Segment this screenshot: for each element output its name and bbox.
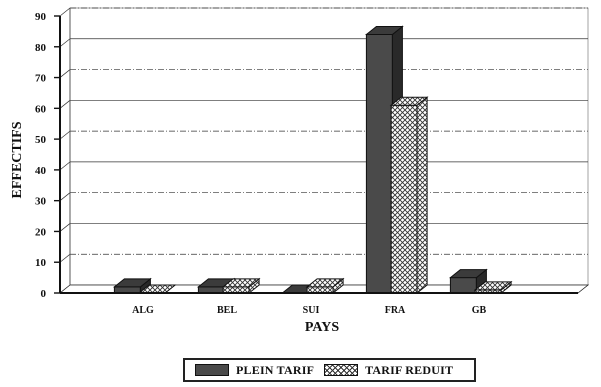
- bar-top: [112, 278, 152, 288]
- x-axis-title: PAYS: [305, 320, 339, 335]
- bar-side: [416, 96, 428, 295]
- legend-swatch-solid: [195, 364, 229, 376]
- y-tick-label: 50: [35, 134, 47, 146]
- gridlines: [59, 7, 589, 286]
- gridline-side: [59, 100, 71, 109]
- y-tick-label: 70: [35, 73, 47, 85]
- legend-label-plein-tarif: PLEIN TARIF: [236, 362, 315, 377]
- gridline-side: [59, 38, 71, 48]
- bar-front: [365, 33, 393, 294]
- legend: PLEIN TARIF TARIF REDUIT: [183, 358, 476, 382]
- gridline-side: [59, 192, 71, 201]
- y-tick-label: 0: [41, 288, 47, 300]
- gridline-side: [59, 161, 71, 171]
- bar-bel-s1: [221, 277, 261, 295]
- y-axis-title: EFFECTIFS: [10, 121, 25, 198]
- bars: [112, 25, 513, 295]
- x-tick-label: GB: [472, 305, 487, 316]
- gridline-side: [59, 130, 71, 140]
- bar-top: [389, 96, 429, 106]
- legend-item-plein-tarif: PLEIN TARIF: [195, 363, 314, 378]
- gridline-side: [59, 7, 71, 17]
- legend-label-tarif-reduit: TARIF REDUIT: [365, 362, 454, 377]
- bar-front: [449, 277, 477, 294]
- x-tick-label: SUI: [303, 305, 320, 316]
- y-tick-labels: 0 10 20 30 40 50 60 70 80 90: [35, 11, 47, 300]
- gridline-side: [59, 69, 71, 78]
- gridline-side: [59, 253, 71, 263]
- axes: [54, 8, 578, 294]
- x-tick-labels: ALG BEL SUI FRA GB: [132, 305, 486, 316]
- bar-front: [390, 104, 418, 294]
- y-tick-label: 60: [35, 103, 47, 115]
- bar-top: [364, 25, 404, 35]
- y-tick-label: 20: [35, 226, 47, 238]
- x-tick-label: BEL: [217, 305, 237, 316]
- bar-top: [305, 278, 345, 288]
- legend-item-tarif-reduit: TARIF REDUIT: [324, 363, 453, 378]
- y-tick-label: 90: [35, 11, 47, 23]
- bar-top: [473, 281, 513, 291]
- legend-swatch-hatched: [324, 364, 359, 376]
- y-tick-label: 10: [35, 257, 47, 269]
- gridline-side: [59, 223, 71, 232]
- back-wall: [69, 7, 589, 286]
- x-tick-label: ALG: [132, 305, 154, 316]
- y-tick-label: 40: [35, 165, 47, 177]
- x-tick-label: FRA: [385, 305, 406, 316]
- y-tick-label: 80: [35, 42, 47, 54]
- bar-top: [448, 269, 488, 279]
- bar-top: [221, 278, 261, 288]
- bar-fra-s1: [389, 96, 429, 295]
- y-tick-label: 30: [35, 196, 47, 208]
